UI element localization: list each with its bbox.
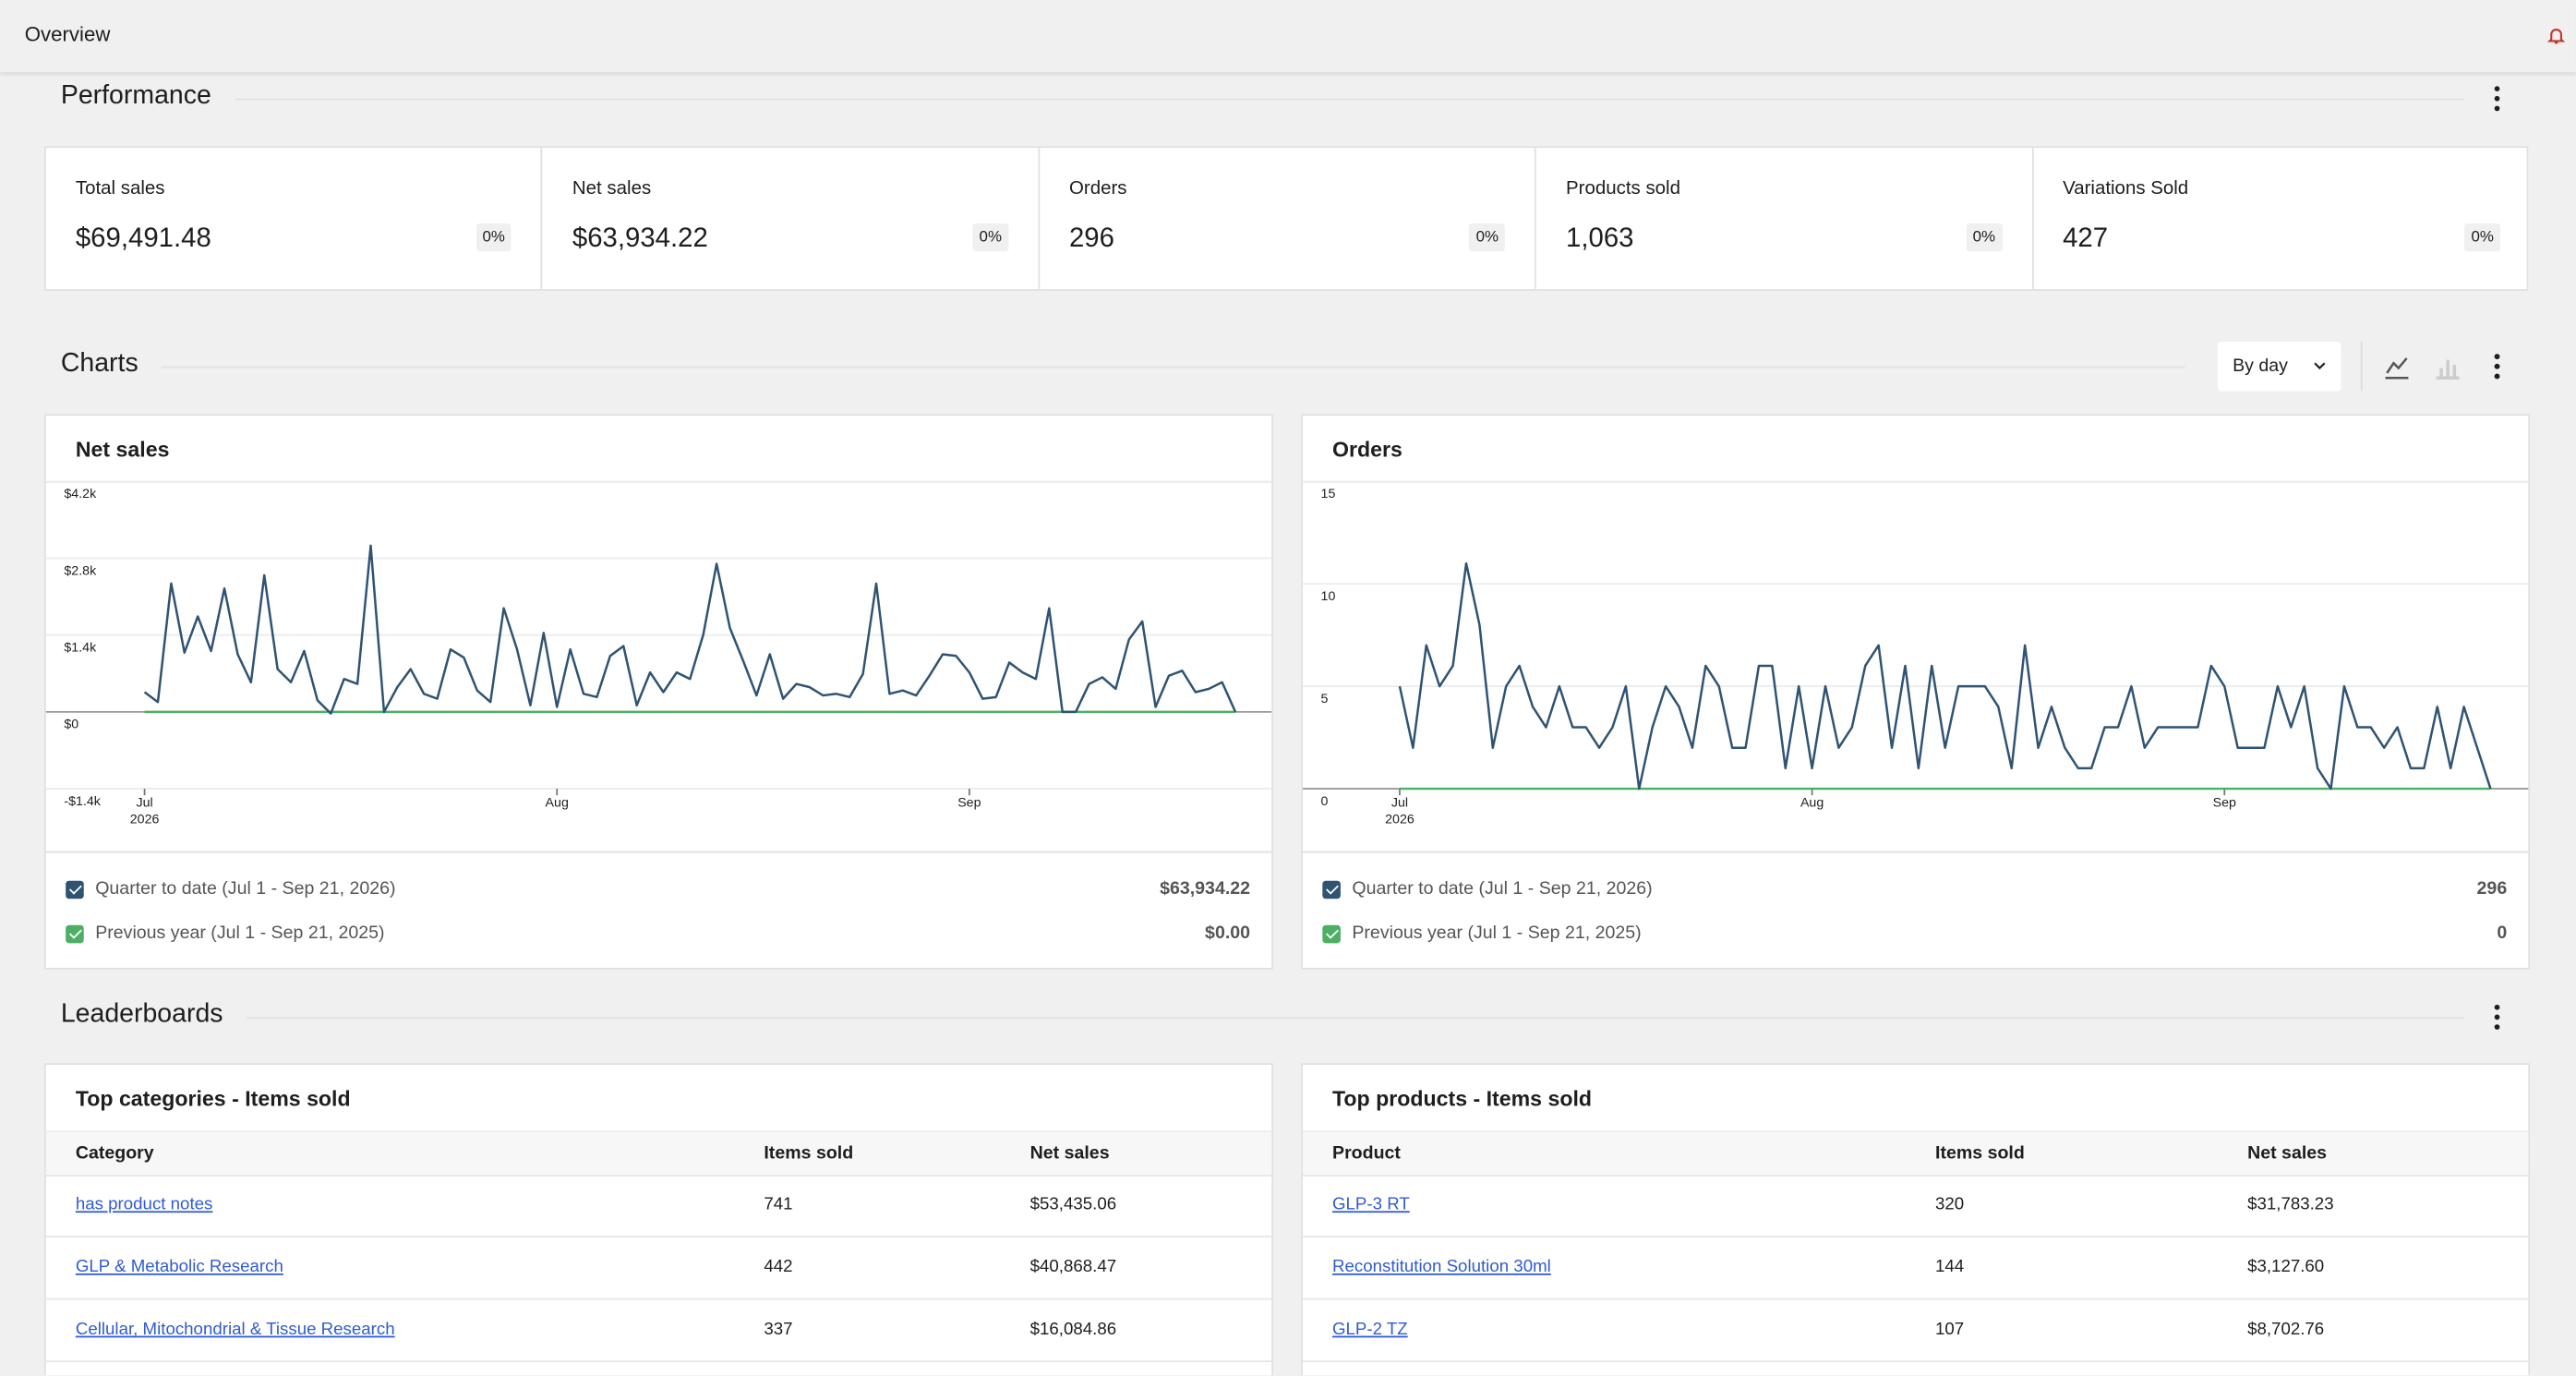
leaderboard-title: Top products - Items sold xyxy=(1332,1086,1593,1111)
chart-card: Net sales Previous year (Jul 1 - Sep 21, … xyxy=(44,414,1273,970)
table-cell: $31,783.23 xyxy=(2247,1194,2334,1214)
change-badge: 0% xyxy=(1469,223,1506,252)
table-cell: 337 xyxy=(764,1319,793,1340)
divider xyxy=(1302,481,2529,484)
legend-checkbox[interactable] xyxy=(66,924,84,944)
table-cell: 144 xyxy=(1935,1257,1965,1277)
divider xyxy=(1302,851,2529,853)
divider xyxy=(2360,342,2363,392)
bar-chart-toggle[interactable] xyxy=(2435,354,2461,380)
table-cell: $8,702.76 xyxy=(2247,1319,2325,1340)
leaderboard-card: Top products - Items sold Product Items so… xyxy=(1301,1063,2531,1376)
table-cell: $40,868.47 xyxy=(1029,1257,1117,1277)
legend-label: Previous year (Jul 1 - Sep 21, 2025) xyxy=(95,923,385,944)
summary-value: 296 xyxy=(1068,223,1114,254)
row-divider xyxy=(45,1298,1272,1300)
column-header: Category xyxy=(75,1143,154,1164)
divider xyxy=(45,851,1272,853)
table-cell: 741 xyxy=(764,1194,793,1214)
divider xyxy=(45,481,1272,484)
chart-card: Orders Previous year (Jul 1 - Sep 21, 202… xyxy=(1301,414,2531,970)
section-rule xyxy=(246,1017,2464,1020)
line-chart-toggle[interactable] xyxy=(2384,354,2410,380)
change-badge: 0% xyxy=(2464,223,2501,252)
table-link[interactable]: Cellular, Mitochondrial & Tissue Researc… xyxy=(75,1319,395,1340)
change-badge: 0% xyxy=(972,223,1009,252)
column-header: Items sold xyxy=(764,1143,854,1164)
section-title: Charts xyxy=(60,349,138,379)
table-cell: 107 xyxy=(1935,1319,1965,1340)
interval-select[interactable]: By day xyxy=(2218,342,2341,392)
leaderboard-title: Top categories - Items sold xyxy=(75,1086,351,1111)
table-cell: $3,127.60 xyxy=(2247,1257,2325,1277)
more-menu[interactable] xyxy=(2492,1004,2502,1030)
legend-checkbox[interactable] xyxy=(66,880,84,899)
top-bar: Overview xyxy=(0,0,2576,73)
summary-row: Total sales $69,491.48 0% Net sales $63,934.… xyxy=(44,146,2530,291)
column-header: Items sold xyxy=(1935,1143,2025,1164)
row-divider xyxy=(1302,1360,2529,1363)
table-link[interactable]: GLP-2 TZ xyxy=(1332,1319,1408,1340)
section-rule xyxy=(234,98,2464,101)
legend-total: $0.00 xyxy=(1205,923,1251,944)
summary-label: Total sales xyxy=(75,178,165,199)
notification-bell[interactable] xyxy=(2546,26,2566,45)
summary-card[interactable]: Products sold 1,063 0% xyxy=(1536,148,2034,290)
summary-card[interactable]: Variations Sold 427 0% xyxy=(2033,148,2530,289)
legend-label: Quarter to date (Jul 1 - Sep 21, 2026) xyxy=(1352,878,1653,899)
column-header: Net sales xyxy=(2247,1143,2328,1164)
table-link[interactable]: GLP & Metabolic Research xyxy=(75,1257,283,1277)
row-divider xyxy=(1302,1298,2529,1300)
column-header: Net sales xyxy=(1029,1143,1110,1164)
legend-checkbox[interactable] xyxy=(1322,880,1341,899)
section-title: Leaderboards xyxy=(60,1000,223,1029)
legend-label: Quarter to date (Jul 1 - Sep 21, 2026) xyxy=(95,878,396,899)
summary-card[interactable]: Orders 296 0% xyxy=(1040,148,1536,290)
legend-total: 0 xyxy=(2497,923,2508,944)
table-cell: $16,084.86 xyxy=(1029,1319,1117,1340)
change-badge: 0% xyxy=(1966,223,2003,252)
summary-card[interactable]: Total sales $69,491.48 0% xyxy=(46,148,543,290)
chart-title: Orders xyxy=(1332,437,1402,462)
row-divider xyxy=(45,1236,1272,1237)
interval-label: By day xyxy=(2233,356,2288,377)
row-divider xyxy=(1302,1236,2529,1237)
row-divider xyxy=(45,1360,1272,1363)
summary-label: Net sales xyxy=(572,178,652,199)
more-menu[interactable] xyxy=(2492,86,2502,112)
column-header: Product xyxy=(1332,1143,1401,1164)
page-title: Overview xyxy=(24,22,111,46)
legend-checkbox[interactable] xyxy=(1322,924,1341,944)
section-rule xyxy=(161,366,2185,368)
legend-total: $63,934.22 xyxy=(1160,878,1251,899)
table-header-row xyxy=(1302,1130,2529,1177)
legend-label: Previous year (Jul 1 - Sep 21, 2025) xyxy=(1352,923,1642,944)
section-title: Performance xyxy=(60,81,211,111)
summary-label: Orders xyxy=(1068,178,1127,199)
table-cell: $53,435.06 xyxy=(1029,1194,1117,1214)
summary-value: 1,063 xyxy=(1566,223,1634,254)
summary-value: $69,491.48 xyxy=(75,223,211,254)
chart-title: Net sales xyxy=(75,437,170,462)
summary-card[interactable]: Net sales $63,934.22 0% xyxy=(543,148,1040,290)
table-cell: 442 xyxy=(764,1257,793,1277)
summary-label: Variations Sold xyxy=(2063,178,2189,199)
table-link[interactable]: has product notes xyxy=(75,1194,213,1214)
summary-label: Products sold xyxy=(1566,178,1681,199)
summary-value: $63,934.22 xyxy=(572,223,708,254)
legend-total: 296 xyxy=(2476,878,2508,899)
change-badge: 0% xyxy=(475,223,512,252)
chevron xyxy=(2314,362,2326,370)
leaderboard-card: Top categories - Items sold Category Items… xyxy=(44,1063,1273,1376)
table-cell: 320 xyxy=(1935,1194,1965,1214)
table-link[interactable]: GLP-3 RT xyxy=(1332,1194,1410,1214)
table-header-row xyxy=(45,1130,1272,1177)
summary-value: 427 xyxy=(2063,223,2109,254)
more-menu[interactable] xyxy=(2492,354,2502,380)
table-link[interactable]: Reconstitution Solution 30ml xyxy=(1332,1257,1551,1277)
